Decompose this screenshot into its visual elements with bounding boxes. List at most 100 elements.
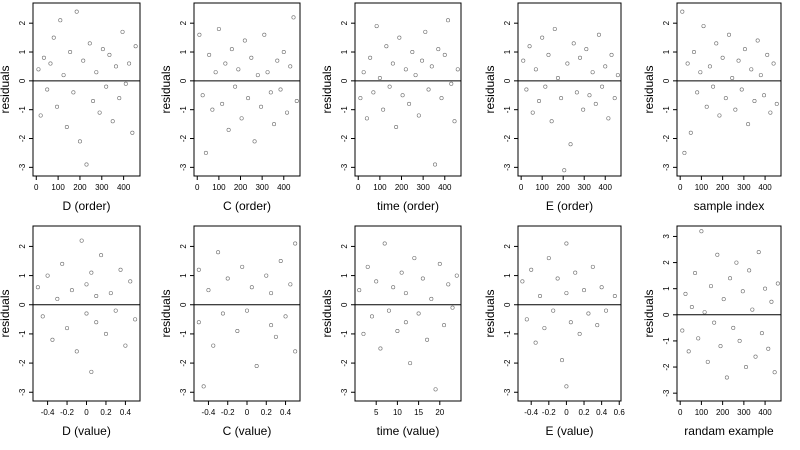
residual-point — [408, 361, 413, 366]
residual-point — [210, 107, 215, 112]
residual-point — [225, 276, 230, 281]
residual-point — [433, 162, 438, 167]
residual-point — [361, 70, 366, 75]
residual-point — [454, 273, 459, 278]
plot-frame — [676, 2, 782, 177]
residual-point — [420, 58, 425, 63]
residual-point — [733, 107, 738, 112]
residual-point — [693, 271, 698, 276]
y-tick-label: -2 — [179, 359, 188, 367]
residual-point — [36, 67, 41, 72]
residual-point — [416, 311, 421, 316]
y-tick-label: -3 — [18, 388, 27, 396]
residual-point — [278, 87, 283, 92]
residual-point — [436, 47, 441, 52]
residual-point — [564, 241, 569, 246]
residual-point — [403, 320, 408, 325]
residual-point — [540, 35, 545, 40]
residual-point — [285, 110, 290, 115]
y-tick-label: 2 — [340, 244, 349, 249]
residual-point — [48, 61, 53, 66]
y-tick-label: 1 — [179, 49, 188, 54]
x-tick-label: 400 — [758, 183, 772, 192]
residual-point — [695, 90, 700, 95]
residual-point — [593, 101, 598, 106]
residual-point — [84, 162, 89, 167]
residual-point — [600, 84, 605, 89]
residual-point — [123, 343, 128, 348]
y-tick-label: -1 — [179, 106, 188, 114]
y-tick-label: 2 — [179, 20, 188, 25]
x-axis-label: randam example — [684, 424, 774, 438]
y-tick-label: -1 — [340, 330, 349, 338]
residual-point — [236, 67, 241, 72]
plot-frame — [354, 225, 462, 402]
residual-point — [749, 67, 754, 72]
residual-point — [726, 32, 731, 37]
y-axis-label: residuals — [0, 65, 12, 113]
residual-point — [612, 96, 617, 101]
y-tick-label: 0 — [503, 78, 512, 83]
residual-point — [252, 139, 257, 144]
plot-frame — [517, 2, 622, 177]
residual-point — [562, 168, 567, 173]
residual-point — [756, 250, 761, 255]
residual-point — [723, 96, 728, 101]
residual-point — [721, 297, 726, 302]
residual-point — [746, 122, 751, 127]
residual-point — [68, 50, 73, 55]
residual-point — [612, 293, 617, 298]
residual-point — [269, 291, 274, 296]
residual-point — [586, 311, 591, 316]
x-tick-label: 200 — [716, 408, 730, 417]
residual-point — [734, 260, 739, 265]
residual-point — [201, 384, 206, 389]
y-tick-label: 1 — [18, 273, 27, 278]
residual-point — [51, 35, 56, 40]
y-tick-label: 0 — [18, 78, 27, 83]
y-tick-label: 2 — [340, 20, 349, 25]
residual-point — [197, 32, 202, 37]
residual-point — [696, 336, 701, 341]
residual-point — [55, 104, 60, 109]
residual-point — [358, 96, 363, 101]
y-tick-label: 2 — [662, 20, 671, 25]
plot-frame — [32, 2, 141, 177]
residual-panel-1: 0 100 200 300 400 -3 -2 -1 0 1 2 D (order) residuals — [0, 2, 141, 213]
y-tick-label: 0 — [18, 302, 27, 307]
x-tick-label: 0 — [678, 183, 683, 192]
residual-point — [603, 64, 608, 69]
residual-point — [685, 61, 690, 66]
residual-point — [571, 41, 576, 46]
y-axis-label: residuals — [483, 289, 497, 337]
residual-point — [123, 81, 128, 86]
residual-point — [546, 256, 551, 261]
x-tick-label: 400 — [758, 408, 772, 417]
residual-panel-3: 0 100 200 300 400 -3 -2 -1 0 1 2 time (order) residu… — [320, 2, 462, 213]
residual-point — [273, 334, 278, 339]
y-tick-label: 0 — [340, 78, 349, 83]
y-tick-label: -1 — [18, 330, 27, 338]
residual-point — [574, 90, 579, 95]
residual-point — [364, 116, 369, 121]
residual-point — [689, 304, 694, 309]
residual-point — [717, 113, 722, 118]
x-tick-label: -0.2 — [542, 408, 556, 417]
residual-point — [200, 93, 205, 98]
x-tick-label: 100 — [695, 183, 709, 192]
y-tick-label: 2 — [179, 244, 188, 249]
residual-point — [387, 84, 392, 89]
y-tick-label: -1 — [662, 106, 671, 114]
x-tick-label: 0.6 — [614, 408, 626, 417]
x-tick-label: 200 — [234, 183, 248, 192]
residual-point — [565, 61, 570, 66]
residual-point — [400, 93, 405, 98]
residual-point — [743, 365, 748, 370]
residual-point — [368, 55, 373, 60]
residual-point — [775, 281, 780, 286]
residual-point — [720, 55, 725, 60]
y-tick-label: -3 — [340, 163, 349, 171]
residual-point — [283, 314, 288, 319]
residual-point — [683, 291, 688, 296]
